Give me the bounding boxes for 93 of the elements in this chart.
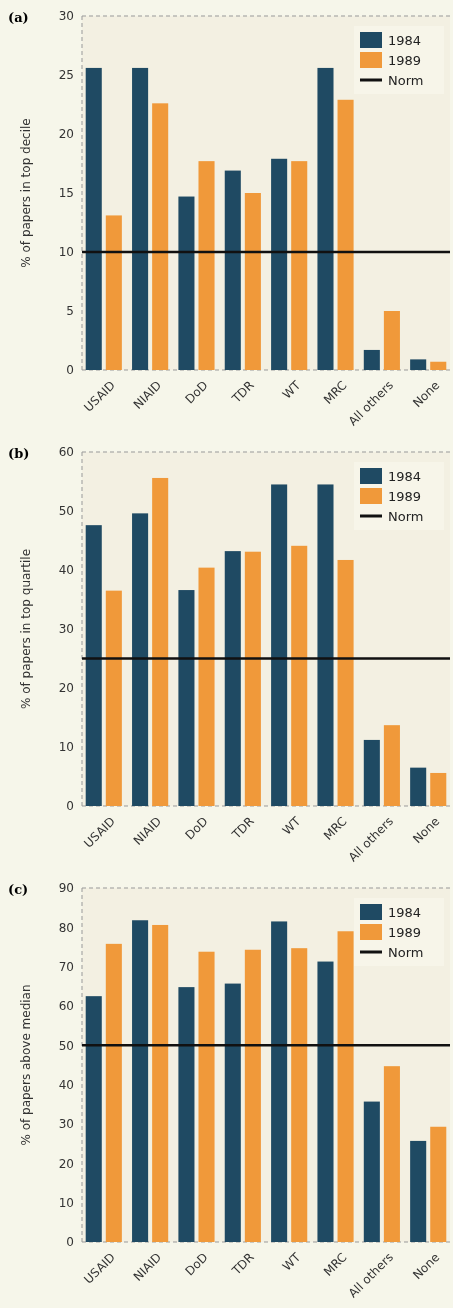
bar (291, 161, 308, 370)
bar (271, 921, 288, 1242)
y-tick-label: 20 (58, 1156, 74, 1171)
y-tick-label: 40 (58, 563, 74, 578)
bar (410, 359, 427, 370)
y-axis-title: % of papers above median (19, 984, 33, 1146)
y-axis-title: % of papers in top quartile (19, 548, 33, 710)
bar (224, 983, 241, 1242)
y-tick-label: 25 (58, 68, 74, 83)
bar (337, 99, 354, 370)
bar (291, 948, 308, 1242)
y-tick-label: 30 (58, 1117, 74, 1132)
bar (85, 996, 102, 1242)
bar (317, 484, 334, 806)
y-tick-label: 40 (58, 1077, 74, 1092)
chart-title: (c) (8, 882, 29, 897)
bar (363, 349, 380, 370)
bar (363, 739, 380, 806)
legend-label: Norm (388, 508, 424, 524)
y-tick-label: 0 (66, 363, 74, 378)
bar (430, 772, 447, 806)
bar (152, 924, 169, 1242)
bar (178, 987, 195, 1242)
bar (244, 193, 261, 370)
bar (198, 951, 215, 1242)
y-tick-label: 70 (58, 959, 74, 974)
bar (363, 1101, 380, 1242)
bar (132, 67, 149, 370)
chart-title: (a) (8, 10, 29, 25)
bar (198, 161, 215, 370)
y-tick-label: 50 (58, 504, 74, 519)
bar (132, 920, 149, 1242)
y-tick-label: 20 (58, 127, 74, 142)
bar (271, 158, 288, 370)
bar (224, 170, 241, 370)
bar (317, 67, 334, 370)
y-tick-label: 10 (58, 1195, 74, 1210)
y-tick-label: 60 (58, 999, 74, 1014)
y-tick-label: 30 (58, 622, 74, 637)
bar (105, 943, 122, 1242)
x-tick-label: WT (279, 813, 304, 838)
legend-label: 1984 (388, 904, 422, 920)
bar (410, 767, 427, 806)
bar (337, 559, 354, 806)
x-tick-label: TDR (228, 814, 257, 843)
bar (178, 196, 195, 370)
y-tick-label: 15 (58, 186, 74, 201)
bar (271, 484, 288, 806)
bar (291, 545, 308, 806)
chart-title: (b) (8, 446, 30, 461)
bar (383, 725, 400, 806)
bar (105, 590, 122, 806)
legend-label: 1989 (388, 488, 422, 504)
bar (198, 567, 215, 806)
bar (85, 525, 102, 806)
bar (430, 1126, 447, 1242)
y-tick-label: 30 (58, 9, 74, 24)
y-tick-label: 90 (58, 881, 74, 896)
y-tick-label: 20 (58, 681, 74, 696)
y-tick-label: 50 (58, 1038, 74, 1053)
bar (178, 590, 195, 806)
x-tick-label: TDR (228, 378, 257, 407)
y-tick-label: 60 (58, 445, 74, 460)
bar (132, 513, 149, 806)
bar (244, 949, 261, 1242)
bar (152, 477, 169, 806)
legend-label: Norm (388, 944, 424, 960)
bar (383, 1066, 400, 1242)
x-tick-label: TDR (228, 1250, 257, 1279)
legend-label: 1984 (388, 468, 422, 484)
y-tick-label: 0 (66, 799, 74, 814)
bar (337, 931, 354, 1242)
x-tick-label: WT (279, 377, 304, 402)
bar (224, 551, 241, 806)
bar (383, 311, 400, 370)
y-tick-label: 10 (58, 245, 74, 260)
y-tick-label: 5 (66, 304, 74, 319)
legend-label: 1989 (388, 924, 422, 940)
bar (244, 551, 261, 806)
legend-label: Norm (388, 72, 424, 88)
y-tick-label: 80 (58, 920, 74, 935)
legend-label: 1989 (388, 52, 422, 68)
bar (317, 961, 334, 1242)
bar (105, 215, 122, 370)
bar (410, 1140, 427, 1242)
bar (152, 103, 169, 370)
bar (430, 361, 447, 370)
x-tick-label: WT (279, 1249, 304, 1274)
bar (85, 67, 102, 370)
y-tick-label: 10 (58, 740, 74, 755)
y-tick-label: 0 (66, 1235, 74, 1250)
legend-label: 1984 (388, 32, 422, 48)
y-axis-title: % of papers in top decile (19, 118, 33, 268)
